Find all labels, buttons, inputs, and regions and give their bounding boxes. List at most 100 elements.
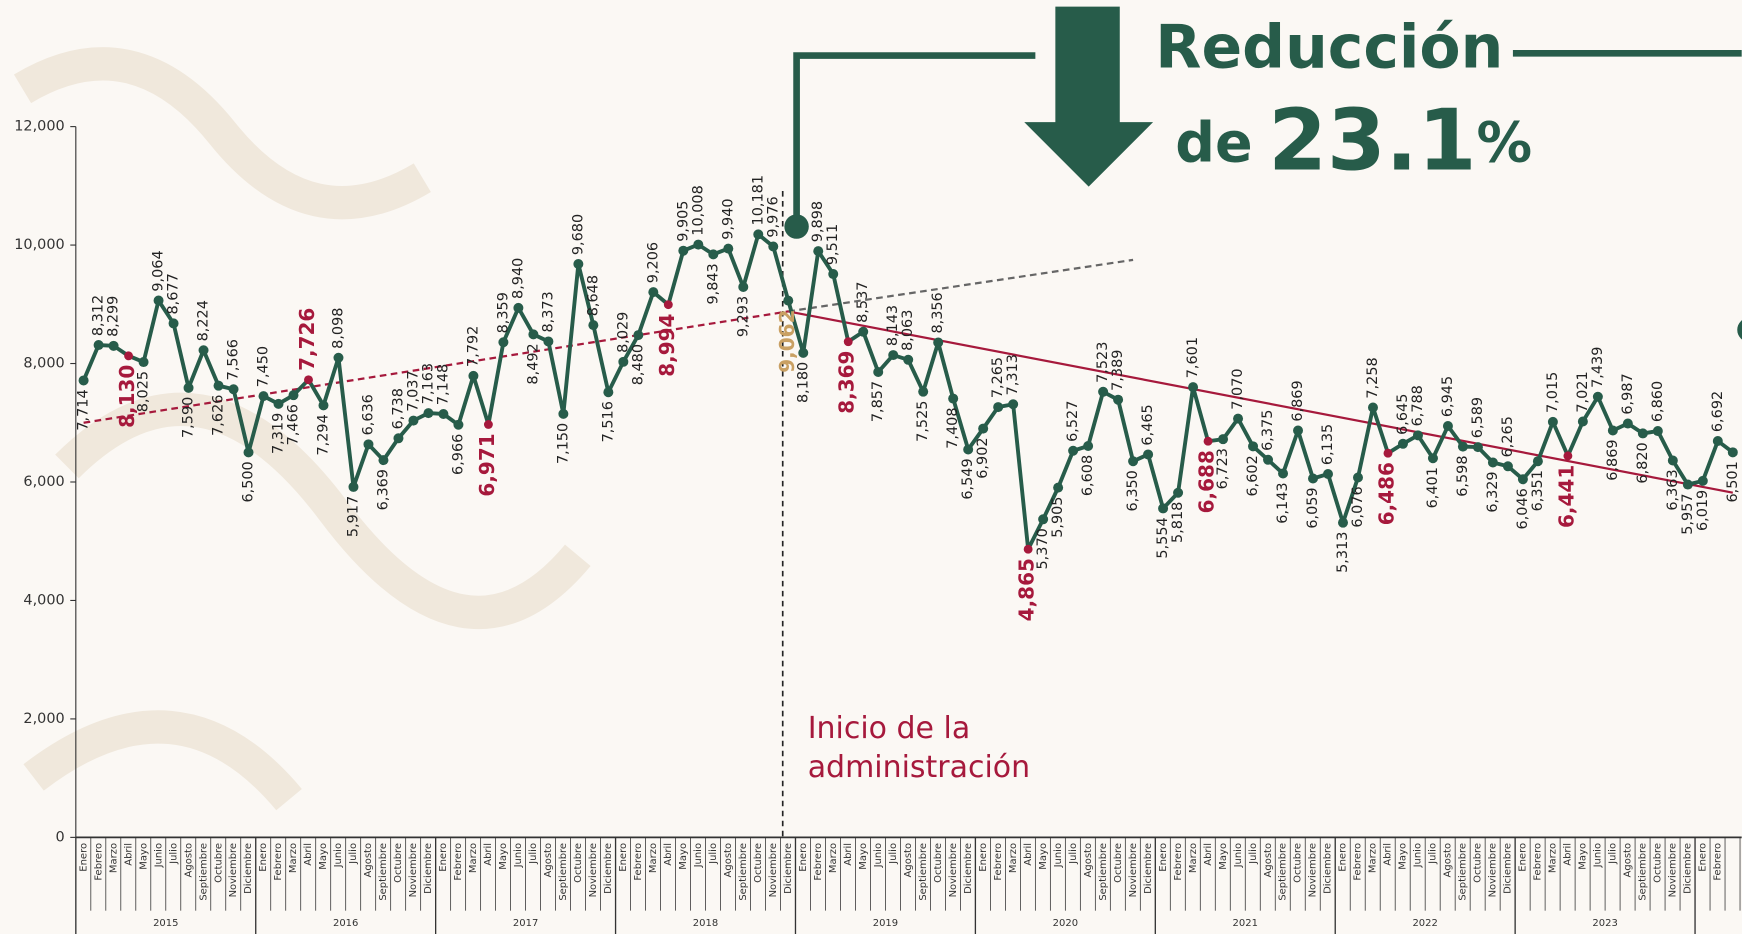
- x-tick-label: Noviembre: [948, 843, 959, 898]
- data-label: 5,313: [1335, 532, 1351, 573]
- x-tick-label: Agosto: [1623, 843, 1634, 878]
- trend-line: [788, 310, 1734, 494]
- y-tick-label: 12,000: [14, 119, 64, 135]
- data-point: [1053, 482, 1064, 493]
- x-tick-label: Julio: [348, 843, 359, 865]
- data-label: 9,206: [645, 242, 661, 283]
- data-point: [1038, 514, 1049, 525]
- data-point: [198, 345, 209, 356]
- data-point: [333, 352, 344, 363]
- x-tick-label: Enero: [1698, 843, 1709, 872]
- data-point: [1338, 517, 1348, 528]
- data-point: [1113, 394, 1124, 405]
- x-tick-label: Agosto: [723, 843, 734, 878]
- x-tick-label: Abril: [1383, 843, 1394, 866]
- data-point: [513, 302, 524, 313]
- data-point: [708, 249, 719, 260]
- data-label: 6,500: [241, 461, 257, 502]
- x-tick-label: Abril: [483, 843, 494, 866]
- x-tick-label: Abril: [1203, 843, 1214, 866]
- x-tick-label: Enero: [1158, 843, 1169, 872]
- data-label: 10,181: [750, 175, 766, 225]
- data-point: [153, 295, 164, 306]
- x-tick-label: Diciembre: [1143, 843, 1154, 894]
- x-tick-label: Marzo: [1548, 843, 1559, 873]
- x-tick-label: Marzo: [828, 843, 839, 873]
- data-label: 7,265: [990, 357, 1006, 398]
- x-tick-label: Diciembre: [243, 843, 254, 894]
- data-label: 6,527: [1065, 401, 1081, 442]
- data-point: [768, 241, 779, 252]
- x-tick-label: Marzo: [468, 843, 479, 873]
- x-tick-label: Noviembre: [1488, 843, 1499, 898]
- data-point: [318, 400, 329, 411]
- data-point: [693, 239, 704, 250]
- year-label: 2019: [873, 918, 898, 929]
- data-label: 6,143: [1275, 482, 1291, 523]
- x-tick-label: Marzo: [1368, 843, 1379, 873]
- x-tick-label: Agosto: [543, 843, 554, 878]
- data-point: [633, 330, 644, 341]
- data-label: 7,319: [271, 413, 287, 454]
- trend-line: [788, 258, 1134, 313]
- data-label: 7,408: [945, 407, 961, 448]
- data-label: 8,356: [930, 292, 946, 333]
- x-tick-label: Noviembre: [1668, 843, 1679, 898]
- data-point: [1412, 430, 1423, 441]
- x-tick-label: Octubre: [1653, 843, 1664, 883]
- x-tick-label: Octubre: [1473, 843, 1484, 883]
- data-label: 7,601: [1185, 337, 1201, 378]
- data-point: [408, 415, 419, 426]
- y-tick-label: 8,000: [23, 356, 64, 372]
- data-label: 8,130: [115, 365, 139, 428]
- x-tick-label: Julio: [1068, 843, 1079, 865]
- data-point: [873, 367, 884, 377]
- data-point: [483, 420, 493, 429]
- data-point: [1397, 438, 1408, 449]
- data-point: [1098, 386, 1109, 397]
- x-tick-label: Mayo: [858, 843, 869, 870]
- x-tick-label: Febrero: [1353, 843, 1364, 881]
- data-point: [1128, 456, 1139, 467]
- data-point: [138, 357, 149, 368]
- y-tick-label: 6,000: [23, 474, 64, 490]
- x-tick-label: Noviembre: [228, 843, 239, 898]
- x-tick-label: Febrero: [813, 843, 824, 881]
- data-point: [663, 300, 673, 310]
- data-label: 6,329: [1485, 471, 1501, 512]
- x-tick-label: Febrero: [993, 843, 1004, 881]
- data-point: [903, 354, 914, 365]
- x-tick-label: Enero: [1338, 843, 1349, 872]
- reduction-arrow: [1024, 6, 1154, 187]
- data-label: 8,648: [585, 275, 601, 316]
- data-point: [78, 375, 89, 386]
- data-label: 9,064: [151, 250, 167, 291]
- data-point: [1173, 487, 1184, 498]
- data-point: [438, 408, 449, 419]
- data-label: 7,258: [1365, 357, 1381, 398]
- x-tick-label: Diciembre: [1323, 843, 1334, 894]
- x-tick-label: Noviembre: [768, 843, 779, 898]
- data-label: 6,401: [1425, 467, 1441, 508]
- data-label: 9,293: [735, 296, 751, 337]
- data-label: 8,492: [525, 343, 541, 384]
- data-point: [378, 455, 389, 466]
- x-tick-label: Noviembre: [1128, 843, 1139, 898]
- data-label: 7,070: [1230, 368, 1246, 409]
- x-tick-label: Abril: [1563, 843, 1574, 866]
- x-tick-label: Octubre: [393, 843, 404, 883]
- year-label: 2021: [1233, 918, 1258, 929]
- x-tick-label: Agosto: [1083, 843, 1094, 878]
- data-point: [1263, 454, 1274, 465]
- data-label: 8,029: [615, 312, 631, 353]
- data-point: [738, 281, 749, 292]
- year-label: 2022: [1412, 918, 1437, 929]
- data-label: 10,008: [690, 185, 706, 235]
- data-point: [468, 370, 479, 381]
- data-point: [168, 318, 179, 329]
- x-tick-label: Julio: [708, 843, 719, 865]
- x-tick-label: Febrero: [1713, 843, 1724, 881]
- y-tick-label: 4,000: [23, 592, 64, 608]
- x-tick-label: Junio: [873, 843, 884, 868]
- x-tick-label: Enero: [978, 843, 989, 872]
